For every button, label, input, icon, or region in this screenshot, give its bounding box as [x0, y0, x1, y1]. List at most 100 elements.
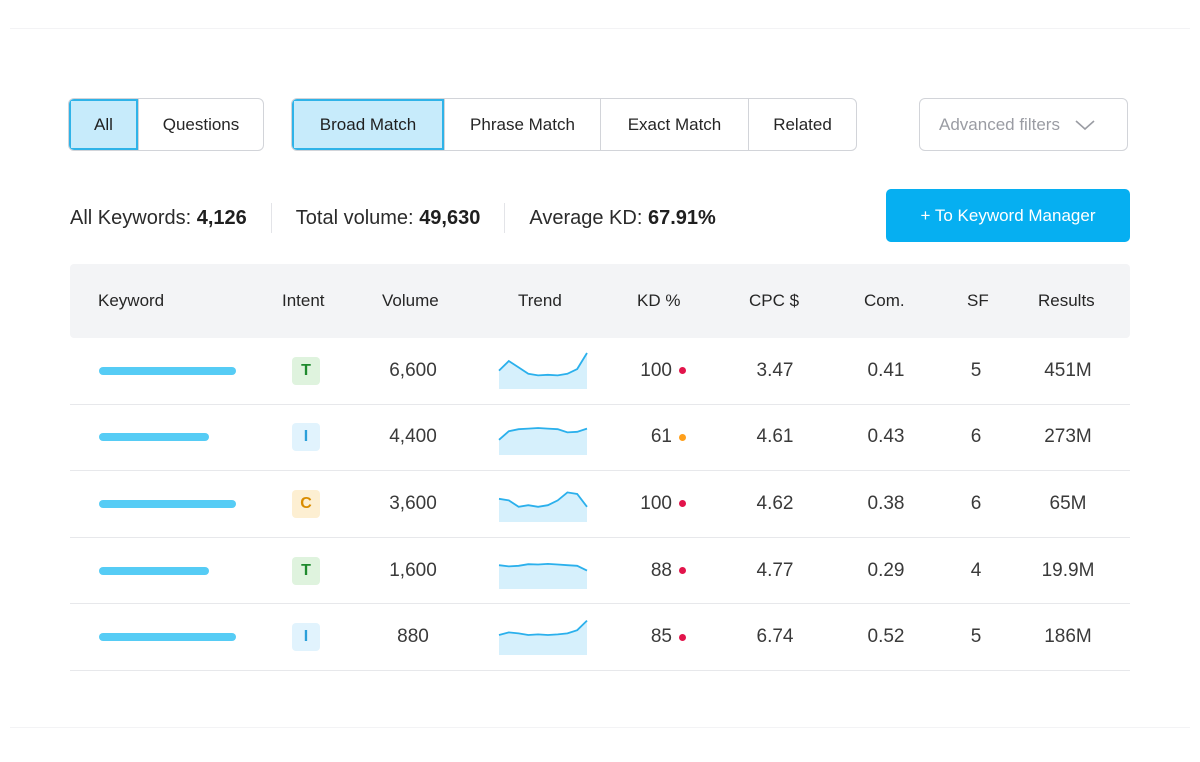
com-cell: 0.43	[867, 426, 905, 448]
exact-match-button[interactable]: Exact Match	[601, 99, 749, 150]
keyword-cell[interactable]	[99, 604, 249, 670]
total-volume-value: 49,630	[419, 206, 481, 229]
header-trend: Trend	[518, 291, 562, 310]
header-com[interactable]: Com.	[864, 291, 905, 310]
table-body: T 6,600 100 3.47 0.41 5 451M I 4,400 61 4.61 0.43 6 2…	[70, 338, 1130, 671]
trend-sparkline	[498, 620, 588, 656]
trend-area	[499, 563, 587, 589]
trend-sparkline	[498, 352, 588, 389]
kd-level-dot	[679, 500, 686, 508]
cpc-cell: 6.74	[756, 626, 794, 648]
intent-badge: T	[292, 556, 320, 585]
trend-cell	[498, 604, 588, 670]
trend-line	[498, 620, 588, 637]
keywords-table: Keyword Intent Volume Trend KD % CPC $ C…	[70, 264, 1130, 671]
sf-cell: 4	[970, 559, 982, 581]
trend-area	[499, 620, 587, 656]
kd-cell: 85	[618, 604, 708, 670]
keyword-cell[interactable]	[99, 471, 249, 537]
total-volume-stat: Total volume: 49,630	[296, 207, 481, 230]
trend-area	[499, 492, 587, 522]
trend-cell	[498, 538, 588, 604]
header-cpc[interactable]: CPC $	[749, 291, 800, 310]
volume-cell: 4,400	[389, 426, 437, 448]
kd-value: 88	[650, 559, 672, 581]
kd-level-dot	[679, 633, 686, 641]
table-row[interactable]: I 4,400 61 4.61 0.43 6 273M	[70, 405, 1130, 472]
results-cell: 273M	[1044, 426, 1092, 448]
average-kd-label: Average KD:	[529, 206, 643, 229]
cpc-cell: 4.62	[756, 492, 794, 514]
sf-cell: 5	[970, 626, 982, 648]
com-cell: 0.41	[867, 359, 905, 381]
header-sf[interactable]: SF	[967, 291, 989, 310]
table-row[interactable]: T 6,600 100 3.47 0.41 5 451M	[70, 338, 1130, 405]
divider	[270, 203, 272, 233]
trend-line	[498, 562, 588, 571]
match-type-toggle: Broad Match Phrase Match Exact Match Rel…	[291, 98, 857, 151]
com-cell: 0.29	[867, 559, 905, 581]
header-volume[interactable]: Volume	[382, 291, 439, 310]
keyword-placeholder-bar	[99, 633, 236, 642]
intent-badge: T	[292, 356, 320, 385]
trend-cell	[498, 338, 588, 404]
advanced-filters-dropdown[interactable]: Advanced filters	[919, 98, 1128, 151]
content-frame	[10, 28, 1190, 728]
keyword-cell[interactable]	[99, 538, 249, 604]
related-button[interactable]: Related	[773, 114, 832, 134]
com-cell: 0.38	[867, 492, 905, 514]
trend-cell	[498, 471, 588, 537]
keyword-cell[interactable]	[99, 338, 249, 404]
kd-value: 100	[640, 359, 672, 381]
table-row[interactable]: I 880 85 6.74 0.52 5 186M	[70, 604, 1130, 671]
broad-match-button[interactable]: Broad Match	[292, 99, 445, 150]
kd-cell: 61	[618, 405, 708, 471]
all-keywords-stat: All Keywords: 4,126	[70, 207, 247, 230]
cpc-cell: 4.61	[756, 426, 794, 448]
volume-cell: 6,600	[389, 359, 437, 381]
keyword-type-toggle: All Questions	[68, 98, 264, 151]
intent-badge: I	[292, 423, 320, 452]
intent-cell: I	[286, 604, 326, 670]
table-row[interactable]: T 1,600 88 4.77 0.29 4 19.9M	[70, 538, 1130, 605]
kd-level-dot	[679, 567, 686, 575]
to-keyword-manager-button[interactable]: + To Keyword Manager	[886, 189, 1130, 242]
results-cell: 65M	[1049, 492, 1087, 514]
keyword-placeholder-bar	[99, 433, 209, 442]
total-volume-label: Total volume:	[295, 206, 414, 229]
intent-cell: T	[286, 538, 326, 604]
average-kd-stat: Average KD: 67.91%	[529, 207, 715, 230]
table-row[interactable]: C 3,600 100 4.62 0.38 6 65M	[70, 471, 1130, 538]
filter-questions-button[interactable]: Questions	[162, 114, 240, 134]
trend-line	[498, 427, 588, 441]
volume-cell: 880	[397, 626, 429, 648]
average-kd-value: 67.91%	[647, 206, 716, 229]
volume-cell: 1,600	[389, 559, 437, 581]
header-intent[interactable]: Intent	[282, 291, 325, 310]
trend-cell	[498, 405, 588, 471]
phrase-match-button[interactable]: Phrase Match	[445, 99, 601, 150]
table-header: Keyword Intent Volume Trend KD % CPC $ C…	[70, 264, 1130, 338]
filter-all-button[interactable]: All	[69, 99, 139, 150]
sf-cell: 6	[970, 426, 982, 448]
results-cell: 451M	[1044, 359, 1092, 381]
trend-sparkline	[498, 427, 588, 456]
all-keywords-value: 4,126	[196, 206, 247, 229]
header-keyword[interactable]: Keyword	[98, 291, 165, 310]
header-results[interactable]: Results	[1038, 291, 1095, 310]
keyword-stats: All Keywords: 4,126 Total volume: 49,630…	[70, 202, 716, 234]
results-cell: 19.9M	[1041, 559, 1095, 581]
header-kd[interactable]: KD %	[637, 291, 681, 310]
keyword-cell[interactable]	[99, 405, 249, 471]
keyword-placeholder-bar	[99, 366, 236, 375]
trend-area	[499, 352, 587, 389]
trend-area	[499, 428, 587, 456]
kd-level-dot	[679, 367, 686, 375]
cpc-cell: 3.47	[756, 359, 794, 381]
kd-cell: 100	[618, 471, 708, 537]
advanced-filters-label: Advanced filters	[939, 114, 1060, 134]
results-cell: 186M	[1044, 626, 1092, 648]
sf-cell: 6	[970, 492, 982, 514]
kd-value: 100	[640, 492, 672, 514]
sf-cell: 5	[970, 359, 982, 381]
